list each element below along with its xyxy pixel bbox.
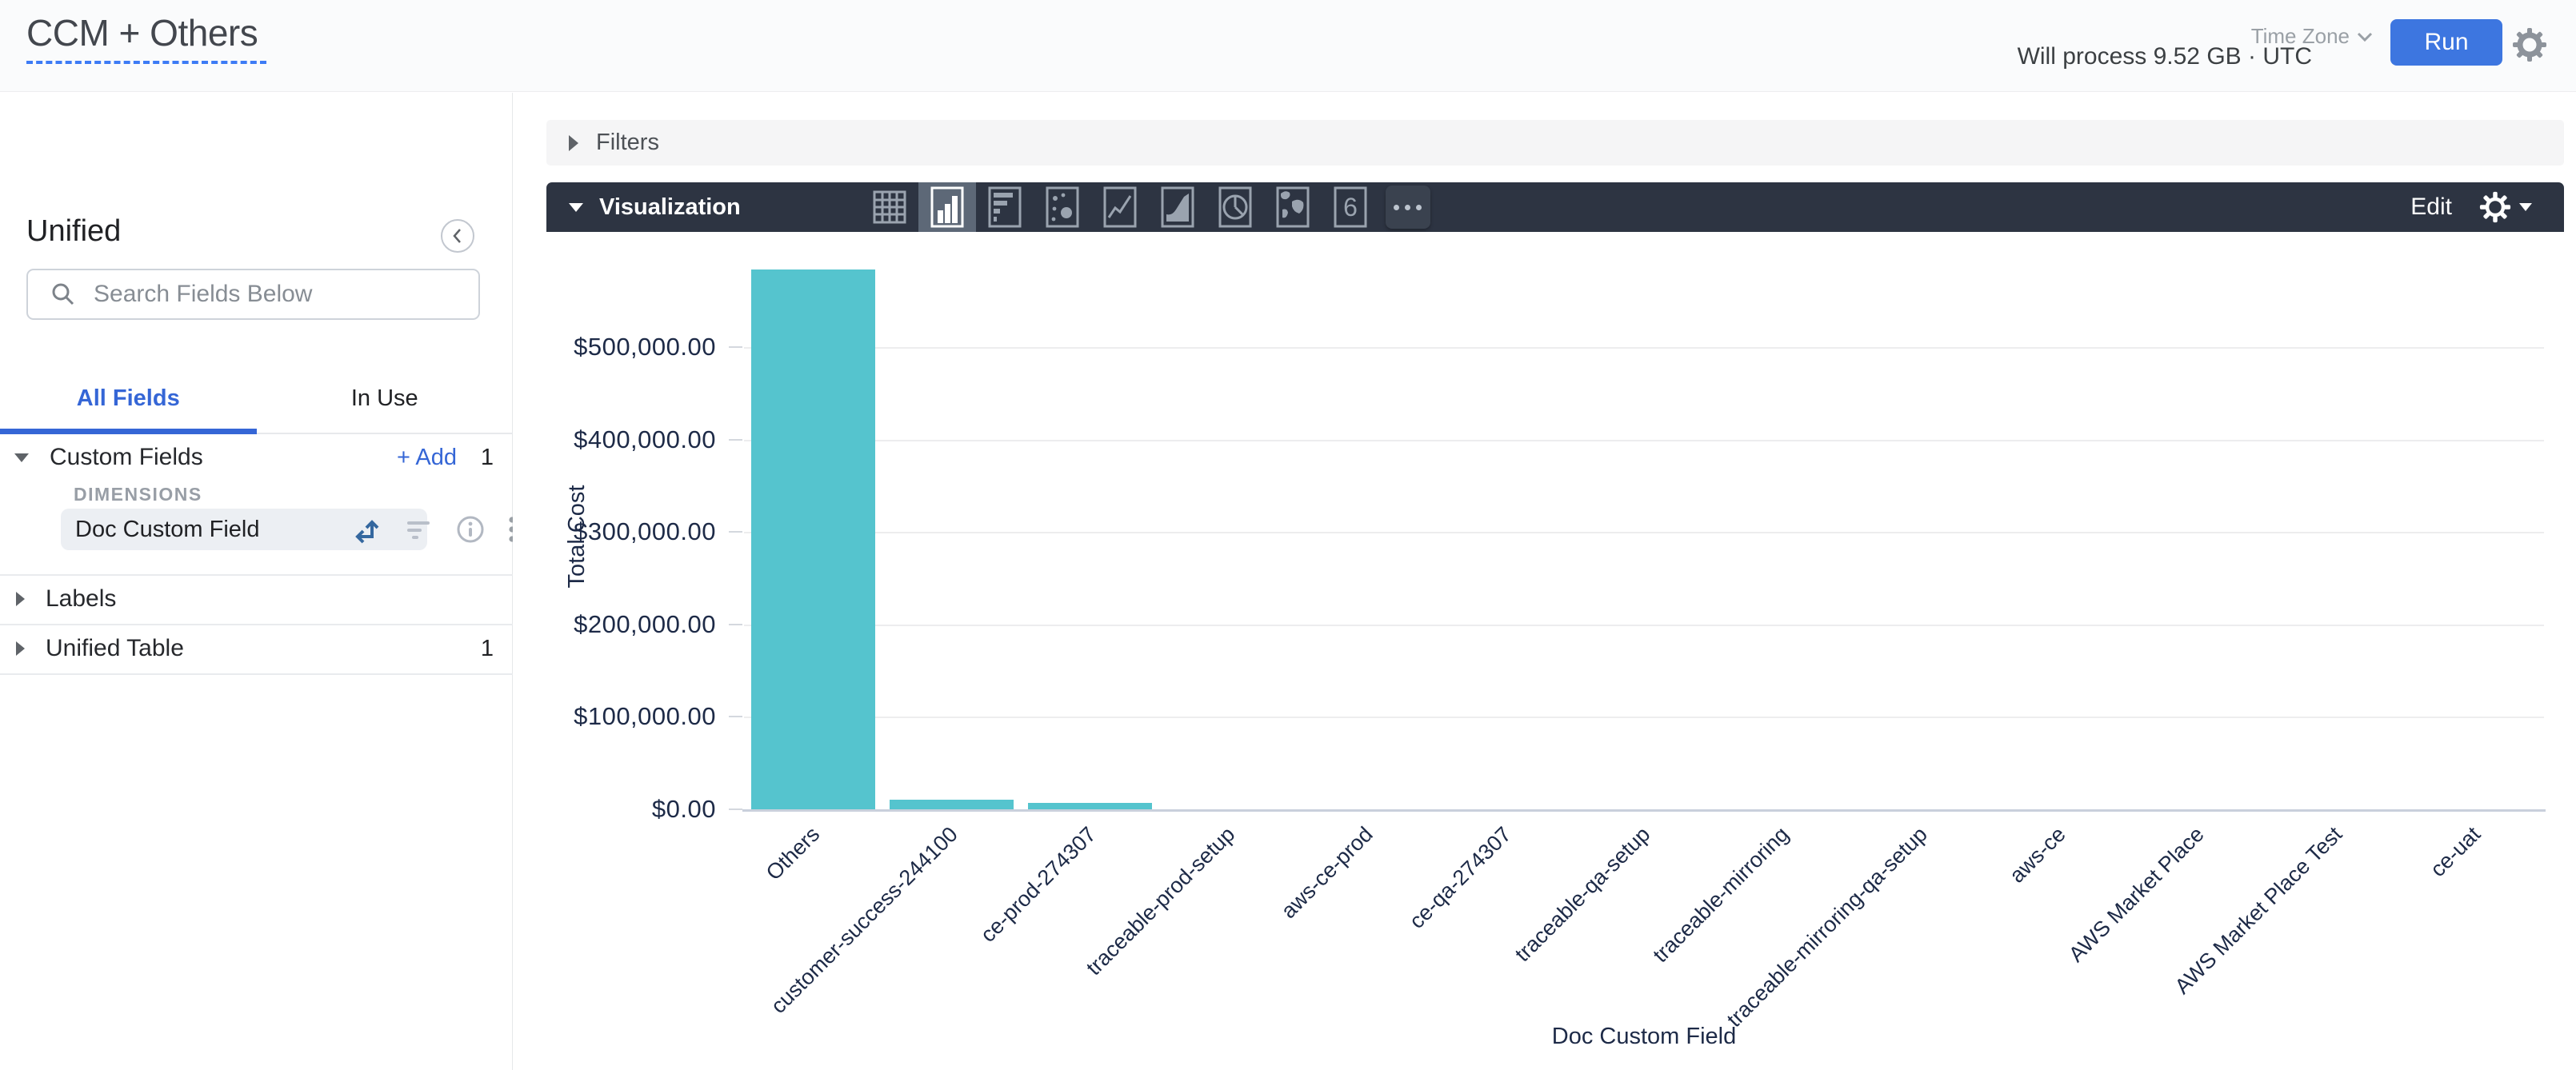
y-axis-tick xyxy=(729,623,742,625)
svg-text:6: 6 xyxy=(1343,193,1358,222)
section-label: Custom Fields xyxy=(50,444,203,470)
caret-down-icon[interactable] xyxy=(569,202,583,212)
app-header: CCM + Others Time Zone Will process 9.52… xyxy=(0,0,2576,92)
filters-label: Filters xyxy=(596,130,659,155)
viz-type-more-icon[interactable] xyxy=(1379,182,1437,232)
chevron-down-icon xyxy=(2519,203,2532,211)
section-unified-table[interactable]: Unified Table 1 xyxy=(0,625,513,672)
chart-bar[interactable] xyxy=(1028,802,1153,809)
main-content: Filters Visualization xyxy=(513,92,2576,1070)
explore-title: Unified xyxy=(26,214,122,248)
x-axis-label: aws-ce xyxy=(2004,822,2070,888)
gridline xyxy=(744,439,2544,441)
collapse-sidebar-button[interactable] xyxy=(441,219,474,253)
timezone-label: Time Zone xyxy=(2250,24,2350,48)
search-icon xyxy=(52,283,74,305)
tab-all-fields[interactable]: All Fields xyxy=(0,365,257,434)
filters-bar[interactable]: Filters xyxy=(546,120,2564,166)
gridline xyxy=(744,532,2544,534)
caret-right-icon xyxy=(569,134,578,151)
viz-type-scatter-icon[interactable] xyxy=(1034,182,1091,232)
pivot-icon[interactable] xyxy=(352,513,384,545)
add-custom-field-link[interactable]: + Add xyxy=(396,444,457,470)
edit-button[interactable]: Edit xyxy=(2410,194,2452,220)
viz-settings-control[interactable] xyxy=(2479,191,2532,223)
field-doc-custom-field[interactable]: Doc Custom Field xyxy=(61,509,427,550)
gridline xyxy=(744,347,2544,349)
visualization-label: Visualization xyxy=(599,194,741,220)
caret-down-icon xyxy=(14,453,29,462)
y-axis-tick xyxy=(729,531,742,533)
x-axis-line xyxy=(742,809,2546,812)
divider xyxy=(0,673,513,675)
field-label: Doc Custom Field xyxy=(75,516,260,542)
x-axis-label: ce-qa-274307 xyxy=(1405,822,1517,934)
timezone-selector[interactable]: Time Zone xyxy=(2251,24,2374,49)
viz-gear-icon xyxy=(2479,191,2511,223)
y-axis-label: $200,000.00 xyxy=(574,609,716,638)
x-axis-label: aws-ce-prod xyxy=(1276,822,1378,924)
section-label: Labels xyxy=(46,585,117,612)
y-axis-tick xyxy=(729,438,742,441)
filter-icon[interactable] xyxy=(405,516,434,543)
chevron-down-icon xyxy=(2357,32,2373,42)
x-axis-label: Others xyxy=(761,822,824,885)
gridline xyxy=(744,624,2544,626)
viz-type-pie-icon[interactable] xyxy=(1206,182,1264,232)
visualization-header: Visualization xyxy=(546,182,2564,232)
dimensions-group-label: DIMENSIONS xyxy=(74,484,202,505)
search-input[interactable] xyxy=(94,281,430,308)
divider xyxy=(0,574,513,576)
field-tabs: All Fields In Use xyxy=(0,365,513,434)
search-fields-box[interactable] xyxy=(26,269,480,320)
x-axis-label: ce-uat xyxy=(2426,822,2486,882)
caret-right-icon xyxy=(16,641,25,656)
x-axis-title: Doc Custom Field xyxy=(1551,1024,1737,1049)
x-axis-label: traceable-mirroring xyxy=(1647,822,1794,968)
section-count: 1 xyxy=(480,444,494,470)
process-size-status: Will process 9.52 GB · UTC xyxy=(2017,43,2312,70)
x-axis-label: AWS Market Place xyxy=(2063,822,2209,967)
y-axis-tick xyxy=(729,716,742,718)
field-picker-sidebar: Unified All Fields In Use Custom Fields … xyxy=(0,93,515,1070)
chart-type-picker: 6 xyxy=(861,182,1437,232)
y-axis-tick xyxy=(729,808,742,810)
caret-right-icon xyxy=(16,592,25,606)
x-axis-label: traceable-qa-setup xyxy=(1510,822,1655,967)
visualization-card: Visualization xyxy=(546,182,2564,1070)
section-labels[interactable]: Labels xyxy=(0,576,513,622)
chart-bar[interactable] xyxy=(751,269,876,809)
section-custom-fields[interactable]: Custom Fields + Add 1 xyxy=(0,434,513,481)
tab-in-use[interactable]: In Use xyxy=(350,385,418,411)
gridline xyxy=(744,717,2544,719)
x-axis-label: traceable-prod-setup xyxy=(1081,822,1239,980)
divider xyxy=(0,624,513,625)
viz-type-column-icon[interactable] xyxy=(918,182,976,232)
viz-type-single-value-icon[interactable]: 6 xyxy=(1322,182,1379,232)
y-axis-label: $0.00 xyxy=(651,795,716,823)
y-axis-label: $300,000.00 xyxy=(574,517,716,546)
y-axis-tick xyxy=(729,346,742,349)
page-title: CCM + Others xyxy=(26,12,258,54)
settings-gear-icon[interactable] xyxy=(2512,27,2547,62)
viz-type-map-icon[interactable] xyxy=(1264,182,1322,232)
y-axis-label: $100,000.00 xyxy=(574,702,716,731)
viz-type-area-icon[interactable] xyxy=(1149,182,1206,232)
viz-type-line-icon[interactable] xyxy=(1091,182,1149,232)
y-axis-label: $400,000.00 xyxy=(574,425,716,453)
chevron-left-icon xyxy=(453,229,461,243)
chart-bar[interactable] xyxy=(890,799,1014,809)
viz-type-bar-icon[interactable] xyxy=(976,182,1034,232)
section-count: 1 xyxy=(480,635,494,661)
section-label: Unified Table xyxy=(46,635,184,661)
title-edit-underline xyxy=(26,61,266,64)
x-axis-label: ce-prod-274307 xyxy=(975,822,1101,948)
info-icon[interactable] xyxy=(454,513,486,545)
viz-type-table-icon[interactable] xyxy=(861,182,918,232)
run-button[interactable]: Run xyxy=(2390,19,2502,66)
bar-chart: Total Cost Doc Custom Field $500,000.00 $… xyxy=(546,232,2564,1070)
y-axis-label: $500,000.00 xyxy=(574,333,716,361)
